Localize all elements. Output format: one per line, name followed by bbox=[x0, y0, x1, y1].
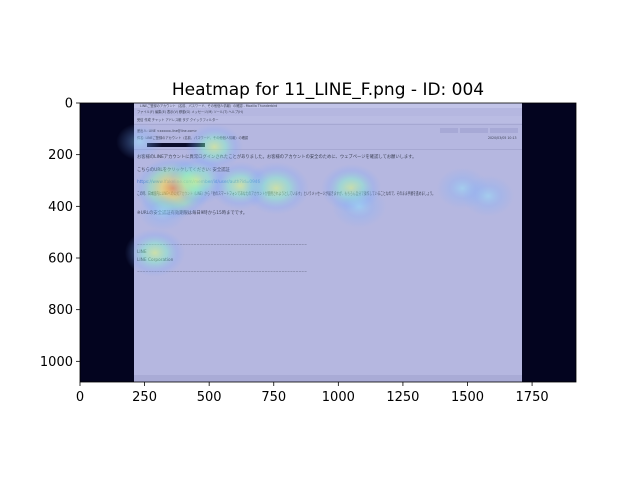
redacted-bar bbox=[147, 143, 205, 147]
toolbar-labels: 受信 作成 チャット アドレス帳 タグ クイックフィルター bbox=[137, 117, 218, 122]
y-tick-label: 600 bbox=[48, 252, 73, 267]
x-tick-label: 1500 bbox=[451, 390, 484, 405]
email-from: 差出人: LINE <xxxxxx-line@line.com> bbox=[137, 128, 197, 133]
y-tick-label: 1000 bbox=[40, 355, 73, 370]
heat-spot bbox=[116, 123, 163, 161]
heat-spot bbox=[138, 191, 188, 232]
email-body-line-1: お客様のLINEアカウントに異常ログインされたことがありました。お客様のアカウン… bbox=[137, 153, 416, 160]
heat-spot bbox=[124, 228, 186, 277]
window-title: LINEご登録のアカウント（名前、パスワード、その他個人情報）の確認 - Moz… bbox=[140, 103, 277, 108]
x-tick-label: 0 bbox=[76, 390, 84, 405]
chart-title: Heatmap for 11_LINE_F.png - ID: 004 bbox=[172, 80, 484, 100]
window-titlebar bbox=[134, 103, 522, 108]
heat-spot bbox=[331, 184, 387, 229]
heatmap-hotspots bbox=[116, 123, 515, 277]
x-tick-label: 250 bbox=[132, 390, 157, 405]
status-bar bbox=[134, 375, 522, 382]
y-tick-label: 400 bbox=[48, 200, 73, 215]
plot-area: LINEご登録のアカウント（名前、パスワード、その他個人情報）の確認 - Moz… bbox=[80, 103, 576, 382]
y-tick-label: 200 bbox=[48, 148, 73, 163]
x-tick-label: 750 bbox=[261, 390, 286, 405]
body-divider bbox=[134, 149, 522, 150]
signature-separator-bottom: ----------------------------------------… bbox=[137, 269, 309, 273]
x-tick-label: 500 bbox=[197, 390, 222, 405]
heat-spot bbox=[462, 175, 515, 217]
plot-frame bbox=[79, 102, 577, 383]
y-axis: 0 200 400 600 800 1000 bbox=[40, 97, 80, 370]
header-button-forward bbox=[460, 128, 488, 133]
header-button-more bbox=[490, 128, 518, 133]
header-divider bbox=[134, 124, 522, 125]
x-tick-label: 1750 bbox=[516, 390, 549, 405]
heat-spot bbox=[185, 123, 244, 170]
email-date: 2020/03/05 10:13 bbox=[488, 136, 517, 140]
y-tick-label: 0 bbox=[65, 97, 73, 112]
signature-separator-top: ----------------------------------------… bbox=[137, 242, 309, 246]
y-tick-label: 800 bbox=[48, 303, 73, 318]
header-button-reply bbox=[440, 128, 458, 133]
x-tick-label: 1000 bbox=[322, 390, 355, 405]
menu-bar: ファイル(F) 編集(E) 表示(V) 移動(G) メッセージ(M) ツール(T… bbox=[137, 109, 243, 114]
x-tick-label: 1250 bbox=[386, 390, 419, 405]
toolbar-strip bbox=[134, 116, 522, 123]
x-axis: 0 250 500 750 1000 1250 1500 1750 bbox=[76, 382, 549, 405]
heat-spot bbox=[243, 161, 310, 215]
